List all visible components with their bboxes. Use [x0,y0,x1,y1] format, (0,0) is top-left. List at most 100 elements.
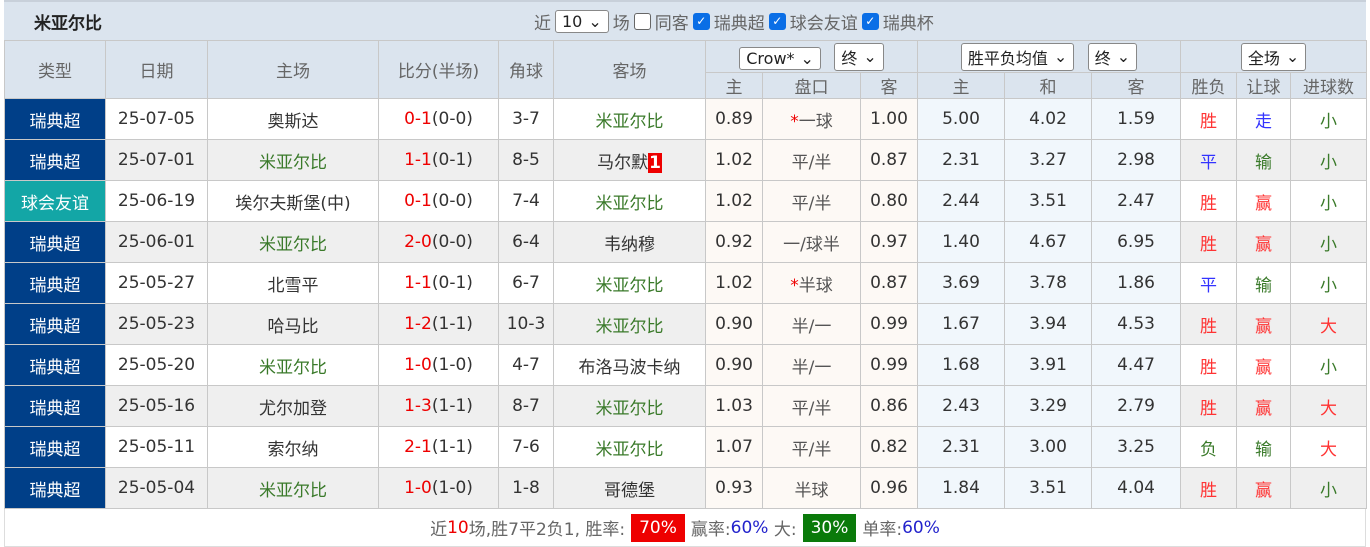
away-team-cell[interactable]: 米亚尔比 [553,180,706,222]
table-row[interactable]: 瑞典超 25-05-04 米亚尔比 1-0(1-0) 1-8 哥德堡 0.93 … [4,467,1368,509]
title-bar: 米亚尔比 近 10 ⌄ 场 同客 ✓ 瑞典超 ✓ 球会友谊 ✓ 瑞典杯 [4,0,1366,40]
full-time-score: 1-0 [404,478,432,498]
ah-line-value: 半/一 [791,357,832,378]
scope-select[interactable]: 全场 ⌄ [1240,42,1307,71]
chevron-down-icon: ⌄ [1116,47,1131,66]
league-type[interactable]: 瑞典超 [4,303,106,345]
win-rate-badge: 70% [631,513,685,542]
table-row[interactable]: 球会友谊 25-06-19 埃尔夫斯堡(中) 0-1(0-0) 7-4 米亚尔比… [4,180,1368,222]
score: 1-0(1-0) [378,467,499,509]
half-time-score: (0-1) [431,150,473,170]
score: 0-1(0-0) [378,180,499,222]
odd-rate: 60% [902,517,940,538]
league-type[interactable]: 瑞典超 [4,467,106,509]
over-rate-badge: 30% [802,513,857,542]
ah-home-odds: 1.02 [705,139,763,181]
summary-text: 单率: [862,520,903,540]
away-team-cell[interactable]: 马尔默1 [553,139,706,181]
eu-away-odds: 3.25 [1091,426,1182,468]
ah-stage-select[interactable]: 终 ⌄ [834,42,884,71]
corners: 7-6 [498,426,554,468]
score: 1-1(0-1) [378,262,499,304]
away-team: 米亚尔比 [595,193,664,214]
away-team-cell[interactable]: 米亚尔比 [553,426,706,468]
away-team-cell[interactable]: 米亚尔比 [553,303,706,345]
ah-home-odds: 0.90 [705,344,763,386]
away-team-cell[interactable]: 米亚尔比 [553,262,706,304]
match-date: 25-07-05 [105,98,208,140]
eu-type-select[interactable]: 胜平负均值 ⌄ [960,42,1075,71]
table-row[interactable]: 瑞典超 25-07-05 奥斯达 0-1(0-0) 3-7 米亚尔比 0.89 … [4,98,1368,140]
match-date: 25-05-27 [105,262,208,304]
eu-stage-select[interactable]: 终 ⌄ [1087,42,1138,71]
full-time-score: 2-1 [404,437,432,457]
eu-away-odds: 4.04 [1091,467,1182,509]
table-row[interactable]: 瑞典超 25-05-16 尤尔加登 1-3(1-1) 8-7 米亚尔比 1.03… [4,385,1368,427]
ah-company-select[interactable]: Crow* ⌄ [739,46,821,70]
table-row[interactable]: 瑞典超 25-05-20 米亚尔比 1-0(1-0) 4-7 布洛马波卡纳 0.… [4,344,1368,386]
asian-odds-header: Crow* ⌄ 终 ⌄ [704,40,919,73]
eu-draw-odds: 3.51 [1004,180,1093,222]
home-team[interactable]: 埃尔夫斯堡(中) [207,180,379,222]
ah-line: 平/半 [762,180,861,222]
league-type[interactable]: 瑞典超 [4,426,106,468]
league-type[interactable]: 瑞典超 [4,385,106,427]
score: 2-0(0-0) [378,221,499,263]
full-time-score: 1-1 [404,273,432,293]
league-type[interactable]: 瑞典超 [4,344,106,386]
match-date: 25-05-20 [105,344,208,386]
table-row[interactable]: 瑞典超 25-05-11 索尔纳 2-1(1-1) 7-6 米亚尔比 1.07 … [4,426,1368,468]
league-type[interactable]: 瑞典超 [4,221,106,263]
league-checkbox-1[interactable]: ✓ [768,12,786,30]
home-team[interactable]: 米亚尔比 [207,467,379,509]
home-team[interactable]: 米亚尔比 [207,221,379,263]
ah-away-odds: 0.86 [859,385,919,427]
table-row[interactable]: 瑞典超 25-06-01 米亚尔比 2-0(0-0) 6-4 韦纳穆 0.92 … [4,221,1368,263]
league-checkbox-0[interactable]: ✓ [692,12,710,30]
league-type[interactable]: 瑞典超 [4,139,106,181]
home-team[interactable]: 索尔纳 [207,426,379,468]
league-type[interactable]: 瑞典超 [4,98,106,140]
away-team: 马尔默 [597,152,649,173]
col-home: 主场 [207,40,379,99]
corners: 6-4 [498,221,554,263]
league-type[interactable]: 瑞典超 [4,262,106,304]
result-header: 全场 ⌄ [1180,40,1368,73]
league-type[interactable]: 球会友谊 [4,180,106,222]
away-team: 米亚尔比 [595,316,664,337]
ah-line-value: 平/半 [791,439,832,460]
eu-home-odds: 5.00 [917,98,1006,140]
eu-away-odds: 2.79 [1091,385,1182,427]
goals-result: 小 [1290,262,1368,304]
away-team-cell[interactable]: 米亚尔比 [553,385,706,427]
col-result: 胜负 [1180,72,1238,99]
home-team[interactable]: 米亚尔比 [207,139,379,181]
away-team-cell[interactable]: 米亚尔比 [553,98,706,140]
col-date: 日期 [105,40,208,99]
handicap-result: 输 [1236,426,1292,468]
table-row[interactable]: 瑞典超 25-05-27 北雪平 1-1(0-1) 6-7 米亚尔比 1.02 … [4,262,1368,304]
table-row[interactable]: 瑞典超 25-05-23 哈马比 1-2(1-1) 10-3 米亚尔比 0.90… [4,303,1368,345]
home-team[interactable]: 北雪平 [207,262,379,304]
match-result: 胜 [1180,180,1238,222]
eu-draw-odds: 3.78 [1004,262,1093,304]
match-date: 25-06-19 [105,180,208,222]
match-result: 胜 [1180,467,1238,509]
full-time-score: 1-2 [404,314,432,334]
away-team-cell[interactable]: 布洛马波卡纳 [553,344,706,386]
table-row[interactable]: 瑞典超 25-07-01 米亚尔比 1-1(0-1) 8-5 马尔默1 1.02… [4,139,1368,181]
red-card-badge: 1 [648,152,662,173]
eu-away-odds: 2.47 [1091,180,1182,222]
league-checkbox-2[interactable]: ✓ [861,12,879,30]
home-team[interactable]: 奥斯达 [207,98,379,140]
ah-home-odds: 1.02 [705,262,763,304]
home-team[interactable]: 哈马比 [207,303,379,345]
home-team[interactable]: 尤尔加登 [207,385,379,427]
away-team-cell[interactable]: 哥德堡 [553,467,706,509]
away-team-cell[interactable]: 韦纳穆 [553,221,706,263]
match-count-select[interactable]: 10 ⌄ [555,9,609,33]
cover-rate: 60% [730,517,769,538]
same-home-away-checkbox[interactable] [633,12,651,30]
home-team[interactable]: 米亚尔比 [207,344,379,386]
chevron-down-icon: ⌄ [588,11,602,31]
